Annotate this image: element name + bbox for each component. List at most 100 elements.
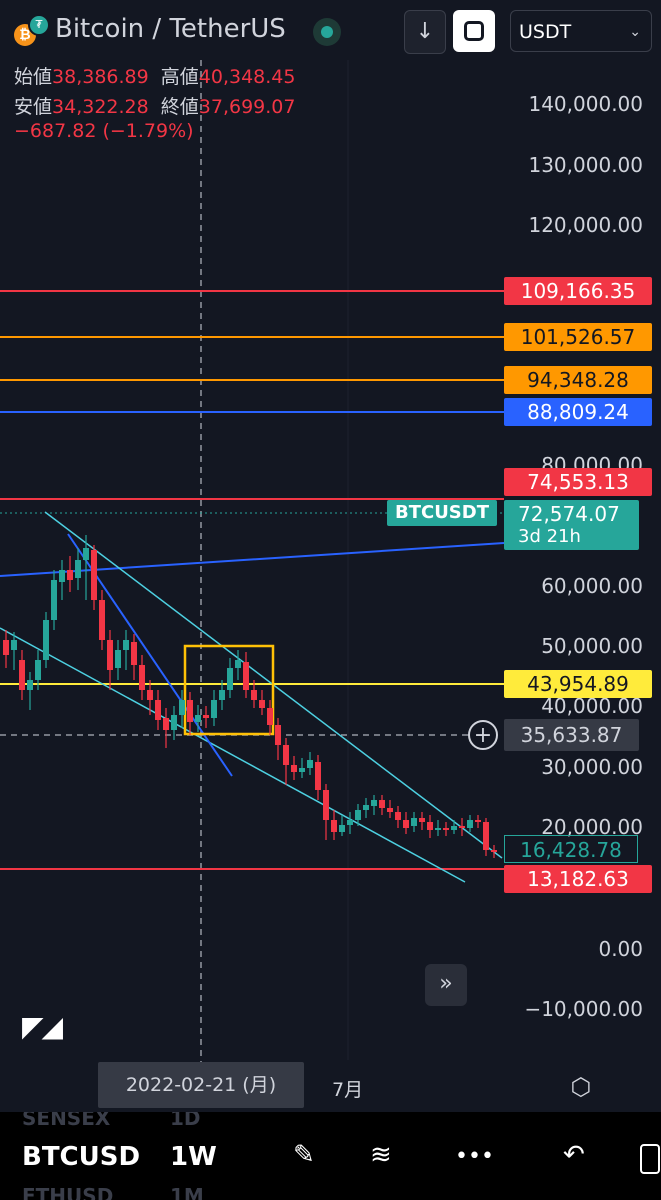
symbol-tag: BTCUSDT (387, 500, 497, 526)
price-axis-label: −10,000.00 (524, 997, 643, 1021)
candle-body (139, 665, 145, 690)
candle-body (67, 570, 73, 580)
open-value: 38,386.89 (52, 66, 149, 88)
price-axis-label: 0.00 (598, 937, 643, 961)
price-axis-label: 50,000.00 (541, 634, 643, 658)
candle-body (251, 690, 257, 700)
price-tag-13182[interactable]: 13,182.63 (504, 865, 652, 893)
candle-body (43, 620, 49, 660)
plus-icon: + (473, 723, 493, 748)
scroll-to-realtime-button[interactable]: » (425, 964, 467, 1006)
chart-canvas[interactable] (0, 60, 661, 1110)
candle-body (307, 760, 313, 768)
candle-body (291, 765, 297, 772)
top-bar: ₿ ₮ Bitcoin / TetherUS ↓ USDT ⌄ (0, 0, 661, 60)
price-axis-label: 120,000.00 (528, 213, 643, 237)
candle-countdown: 3d 21h (518, 526, 581, 547)
price-tag-101526[interactable]: 101,526.57 (504, 323, 652, 351)
candle-body (315, 762, 321, 790)
more-icon[interactable]: ••• (455, 1144, 494, 1169)
candle-body (115, 650, 121, 668)
candle-body (403, 820, 409, 828)
candle-body (339, 825, 345, 832)
crosshair-date-tag: 2022-02-21 (月) (98, 1062, 304, 1108)
candle-body (11, 640, 17, 650)
candle-body (27, 680, 33, 690)
crosshair-price-tag: 35,633.87 (504, 719, 639, 751)
candle-body (387, 808, 393, 812)
price-tag-43954[interactable]: 43,954.89 (504, 670, 652, 698)
candle-body (491, 850, 497, 852)
candle-body (347, 820, 353, 825)
low-label: 安値 (14, 96, 53, 118)
candle-body (219, 690, 225, 700)
candle-body (99, 600, 105, 640)
candle-body (195, 715, 201, 722)
candle-body (467, 820, 473, 828)
candle-body (435, 828, 441, 830)
price-tag-94348[interactable]: 94,348.28 (504, 366, 652, 394)
candle-body (123, 640, 129, 650)
candle-body (179, 700, 185, 715)
tradingview-logo: ◤◢ (22, 1010, 63, 1043)
price-axis-label: 30,000.00 (541, 755, 643, 779)
undo-icon[interactable]: ↶ (563, 1140, 585, 1170)
candle-body (243, 662, 249, 690)
price-axis-label: 60,000.00 (541, 574, 643, 598)
time-axis-label: 7月 (332, 1079, 364, 1101)
trendline-blue-long[interactable] (0, 542, 505, 577)
candle-body (379, 800, 385, 808)
candle-body (59, 570, 65, 582)
candle-body (419, 818, 425, 822)
candle-body (19, 660, 25, 690)
settings-icon[interactable]: ⬡ (570, 1073, 592, 1101)
candle-body (443, 828, 449, 830)
price-tag-109166[interactable]: 109,166.35 (504, 277, 652, 305)
indicators-icon[interactable]: ≋ (370, 1140, 392, 1170)
candle-body (259, 700, 265, 708)
candle-body (83, 548, 89, 560)
draw-icon[interactable]: ✎ (293, 1140, 315, 1170)
candle-body (107, 640, 113, 670)
price-tag-74553[interactable]: 74,553.13 (504, 468, 652, 496)
chevron-down-icon: ⌄ (629, 24, 641, 40)
add-alert-button[interactable]: + (468, 720, 498, 750)
symbol-selector[interactable]: BTCUSD (22, 1142, 141, 1172)
trendline-cyan-lower[interactable] (0, 627, 466, 883)
candle-body (363, 805, 369, 810)
candle-body (163, 718, 169, 730)
timeframe-selector[interactable]: 1W (170, 1142, 217, 1172)
candle-body (171, 715, 177, 730)
panel-icon[interactable] (640, 1144, 660, 1174)
currency-select[interactable]: USDT ⌄ (510, 10, 652, 52)
candle-body (131, 642, 137, 665)
download-icon: ↓ (415, 19, 435, 44)
current-candle-price-tag: 16,428.78 (504, 835, 638, 863)
candle-body (355, 810, 361, 820)
candle-body (331, 820, 337, 832)
last-price-value: 72,574.07 (518, 502, 620, 526)
ghost-timeframe-1: 1D (170, 1112, 201, 1130)
candle-body (483, 822, 489, 850)
candle-body (147, 690, 153, 700)
high-value: 40,348.45 (198, 66, 296, 88)
highlight-box[interactable] (183, 644, 275, 736)
open-label: 始値 (14, 66, 53, 88)
candle-body (75, 560, 81, 578)
price-axis-label: 40,000.00 (541, 694, 643, 718)
candle-body (3, 640, 9, 655)
candle-body (299, 768, 305, 772)
price-tag-88809[interactable]: 88,809.24 (504, 398, 652, 426)
download-button[interactable]: ↓ (404, 10, 446, 54)
high-label: 高値 (160, 66, 199, 88)
change-value: −687.82 (−1.79%) (14, 120, 194, 142)
ghost-timeframe-2: 1M (170, 1184, 204, 1200)
fullscreen-button[interactable] (453, 10, 495, 52)
symbol-title[interactable]: Bitcoin / TetherUS (55, 14, 286, 44)
candlestick-series (3, 535, 497, 858)
live-status-icon (313, 18, 341, 46)
last-price-tag: 72,574.07 3d 21h (504, 500, 639, 550)
price-axis-label: 130,000.00 (528, 153, 643, 177)
candle-body (459, 826, 465, 828)
candle-body (323, 790, 329, 820)
